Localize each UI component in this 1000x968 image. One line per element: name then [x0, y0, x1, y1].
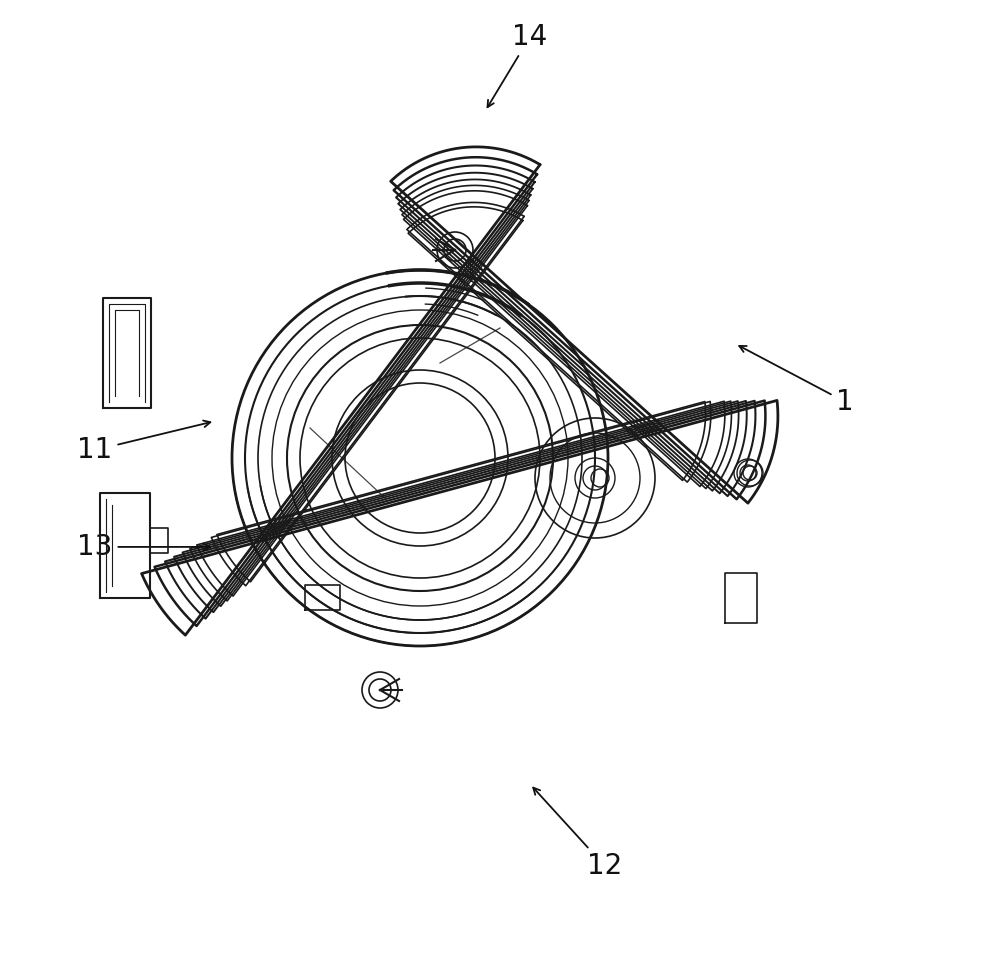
- Text: 14: 14: [487, 23, 548, 107]
- Text: 1: 1: [739, 346, 854, 415]
- Text: 13: 13: [77, 533, 210, 560]
- Text: 11: 11: [77, 420, 210, 464]
- Text: 12: 12: [533, 788, 623, 880]
